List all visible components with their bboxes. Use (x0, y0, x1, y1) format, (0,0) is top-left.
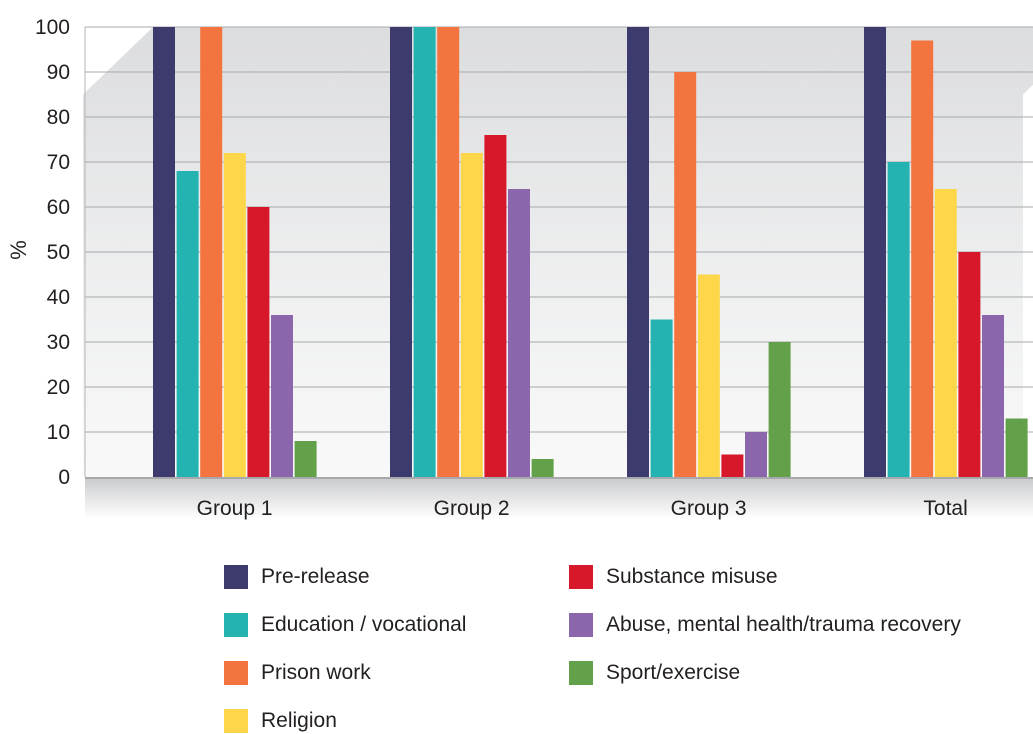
x-tick-label: Group 3 (671, 497, 747, 520)
bar-1-5 (508, 189, 530, 477)
bar-2-0 (627, 27, 649, 477)
bar-0-5 (271, 315, 293, 477)
bar-1-4 (484, 135, 507, 477)
bar-2-1 (650, 319, 673, 477)
bar-3-4 (958, 252, 981, 477)
bar-2-6 (768, 342, 791, 477)
y-axis-label: % (6, 240, 31, 260)
bar-3-6 (1005, 418, 1028, 477)
bar-1-1 (413, 27, 436, 477)
bar-2-4 (721, 454, 744, 477)
floor-shadow (85, 477, 1033, 519)
bar-1-0 (390, 27, 412, 477)
bar-0-0 (153, 27, 175, 477)
bar-0-6 (294, 441, 317, 477)
x-tick-label: Group 1 (197, 497, 273, 520)
bar-0-2 (200, 27, 223, 477)
bar-0-4 (247, 207, 270, 477)
y-tick-label: 70 (47, 151, 70, 174)
y-tick-label: 80 (47, 106, 70, 129)
y-tick-label: 40 (47, 286, 70, 309)
x-tick-label: Total (923, 497, 967, 520)
y-axis: 0 10 20 30 40 50 60 70 80 90 100 (35, 16, 70, 489)
bar-3-2 (911, 40, 934, 477)
bar-1-6 (531, 459, 554, 477)
y-tick-label: 0 (58, 466, 70, 489)
bar-1-3 (460, 153, 483, 477)
y-tick-label: 60 (47, 196, 70, 219)
bar-2-3 (697, 274, 720, 477)
bar-3-5 (982, 315, 1004, 477)
bar-3-1 (887, 162, 910, 477)
y-tick-label: 10 (47, 421, 70, 444)
bar-1-2 (437, 27, 460, 477)
y-tick-label: 30 (47, 331, 70, 354)
bar-3-3 (934, 189, 957, 477)
bar-2-5 (745, 432, 767, 477)
y-tick-label: 100 (35, 16, 70, 39)
x-axis: Group 1 Group 2 Group 3 Total (197, 497, 968, 520)
bar-3-0 (864, 27, 886, 477)
y-tick-label: 90 (47, 61, 70, 84)
floor-band (85, 477, 1033, 519)
bar-2-2 (674, 72, 697, 477)
bar-0-1 (176, 171, 199, 477)
x-tick-label: Group 2 (434, 497, 510, 520)
bars (153, 27, 1028, 477)
bar-0-3 (223, 153, 246, 477)
y-tick-label: 20 (47, 376, 70, 399)
y-tick-label: 50 (47, 241, 70, 264)
